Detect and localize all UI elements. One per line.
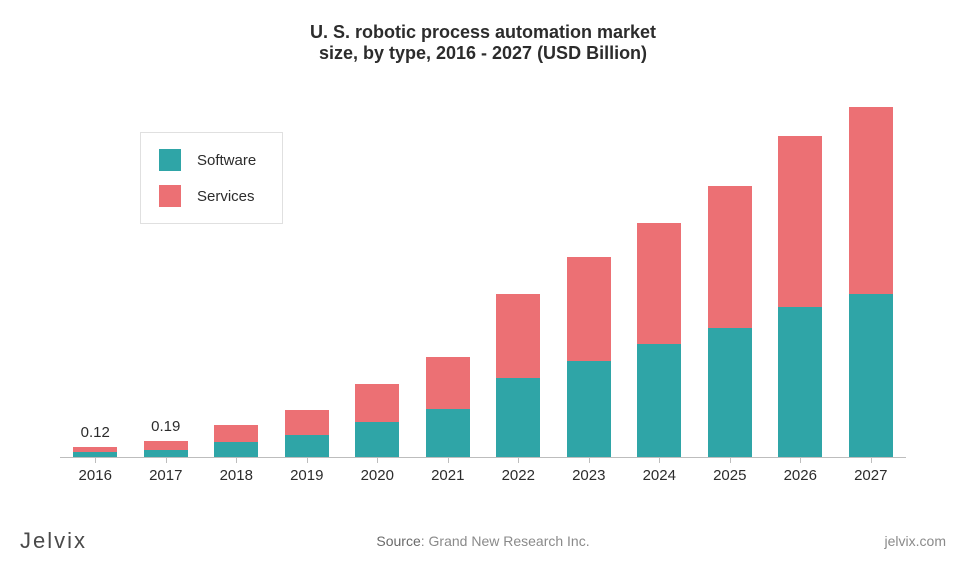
bar-seg-software xyxy=(708,328,752,457)
bar-seg-software xyxy=(214,442,258,457)
title-line-2: size, by type, 2016 - 2027 (USD Billion) xyxy=(0,43,966,64)
legend-item-services: Services xyxy=(159,185,256,207)
legend-swatch-software xyxy=(159,149,181,171)
bar-seg-services xyxy=(214,425,258,442)
x-label: 2021 xyxy=(431,467,464,484)
bar-seg-software xyxy=(355,422,399,457)
x-label: 2022 xyxy=(502,467,535,484)
bar-seg-services xyxy=(778,136,822,307)
x-tick xyxy=(377,457,378,463)
title-line-1: U. S. robotic process automation market xyxy=(0,22,966,43)
bar-2020 xyxy=(355,384,399,457)
x-label: 2027 xyxy=(854,467,887,484)
brand-logo: Jelvix xyxy=(20,528,87,554)
bar-2017: 0.19 xyxy=(144,441,188,457)
x-tick xyxy=(589,457,590,463)
bar-2021 xyxy=(426,357,470,457)
x-tick xyxy=(236,457,237,463)
bar-seg-software xyxy=(144,450,188,458)
x-tick xyxy=(448,457,449,463)
x-tick xyxy=(518,457,519,463)
bar-seg-software xyxy=(849,294,893,457)
bar-seg-services xyxy=(849,107,893,295)
bar-seg-services xyxy=(144,441,188,449)
bar-2018 xyxy=(214,425,258,457)
x-tick xyxy=(659,457,660,463)
bar-seg-services xyxy=(355,384,399,422)
footer: Jelvix Source: Grand New Research Inc. j… xyxy=(0,528,966,554)
source-label: Source xyxy=(376,533,420,549)
legend-label-services: Services xyxy=(197,188,255,205)
bar-2023 xyxy=(567,257,611,457)
legend-swatch-services xyxy=(159,185,181,207)
x-label: 2017 xyxy=(149,467,182,484)
source-value: Grand New Research Inc. xyxy=(429,533,590,549)
bar-2022 xyxy=(496,294,540,457)
bar-seg-software xyxy=(496,378,540,457)
bar-seg-software xyxy=(426,409,470,457)
bar-2019 xyxy=(285,410,329,457)
legend-item-software: Software xyxy=(159,149,256,171)
bar-seg-software xyxy=(637,344,681,457)
bar-2026 xyxy=(778,136,822,457)
x-label: 2016 xyxy=(79,467,112,484)
x-label: 2023 xyxy=(572,467,605,484)
x-tick xyxy=(730,457,731,463)
legend: Software Services xyxy=(140,132,283,224)
bar-value-label: 0.19 xyxy=(151,418,180,435)
x-tick xyxy=(95,457,96,463)
x-tick xyxy=(800,457,801,463)
x-tick xyxy=(166,457,167,463)
bar-2027 xyxy=(849,107,893,457)
x-label: 2020 xyxy=(361,467,394,484)
bar-seg-services xyxy=(496,294,540,377)
x-label: 2019 xyxy=(290,467,323,484)
x-tick xyxy=(871,457,872,463)
bar-2016: 0.12 xyxy=(73,447,117,457)
legend-label-software: Software xyxy=(197,152,256,169)
chart-title: U. S. robotic process automation market … xyxy=(0,22,966,64)
x-label: 2018 xyxy=(220,467,253,484)
bar-seg-services xyxy=(426,357,470,409)
site-link: jelvix.com xyxy=(885,533,946,549)
x-label: 2026 xyxy=(784,467,817,484)
bar-seg-software xyxy=(778,307,822,457)
bar-seg-services xyxy=(708,186,752,328)
x-label: 2024 xyxy=(643,467,676,484)
source-text: Source: Grand New Research Inc. xyxy=(376,533,589,549)
x-tick xyxy=(307,457,308,463)
bar-seg-services xyxy=(637,223,681,344)
bar-2024 xyxy=(637,223,681,457)
bar-value-label: 0.12 xyxy=(81,424,110,441)
bar-seg-services xyxy=(567,257,611,361)
bar-seg-services xyxy=(285,410,329,435)
bar-2025 xyxy=(708,186,752,457)
bar-seg-software xyxy=(567,361,611,457)
x-label: 2025 xyxy=(713,467,746,484)
bar-seg-software xyxy=(285,435,329,457)
